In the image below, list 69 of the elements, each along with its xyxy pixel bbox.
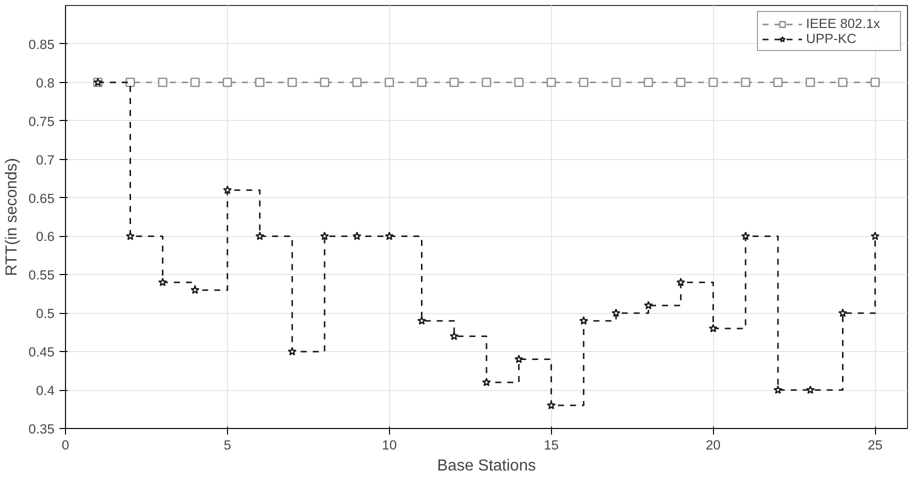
- y-tick-label: 0.5: [36, 306, 55, 322]
- point: [255, 232, 264, 240]
- x-tick-label: 20: [706, 438, 721, 452]
- y-tick-label: 0.65: [28, 190, 55, 206]
- point: [417, 316, 426, 325]
- point: [676, 278, 686, 286]
- point: [870, 78, 880, 88]
- point: [190, 78, 200, 88]
- point: [384, 78, 394, 88]
- point: [806, 385, 815, 394]
- y-tick-label: 0.8: [36, 75, 55, 90]
- point: [644, 78, 654, 88]
- point: [190, 285, 200, 294]
- point: [806, 78, 815, 88]
- x-tick-label: 15: [544, 438, 559, 452]
- point: [158, 78, 168, 88]
- point: [384, 232, 394, 240]
- legend-label: UPP-KC: [806, 31, 858, 46]
- point: [773, 78, 783, 88]
- point: [352, 78, 362, 88]
- point: [450, 332, 459, 340]
- point: [320, 232, 330, 240]
- legend-label: IEEE 802.1x: [806, 16, 882, 31]
- point: [774, 385, 782, 394]
- y-tick-label: 0.6: [36, 229, 55, 244]
- point: [740, 78, 750, 88]
- point: [449, 78, 459, 88]
- point: [579, 316, 588, 325]
- point: [126, 78, 135, 88]
- x-axis-title: Base Stations: [437, 458, 536, 474]
- point: [482, 378, 491, 386]
- point: [222, 185, 232, 194]
- x-tick-label: 10: [382, 438, 397, 452]
- point: [158, 278, 168, 286]
- point: [870, 232, 880, 240]
- point: [838, 78, 848, 88]
- point: [255, 78, 264, 88]
- y-axis-title: RTT(in seconds): [4, 158, 21, 276]
- x-tick-label: 25: [868, 438, 883, 452]
- point: [644, 300, 653, 310]
- point: [222, 78, 232, 88]
- point: [482, 78, 492, 88]
- point: [579, 78, 588, 88]
- y-tick-label: 0.7: [36, 152, 55, 168]
- point: [288, 346, 297, 356]
- y-tick-label: 0.35: [28, 422, 55, 436]
- y-tick-label: 0.85: [28, 36, 55, 52]
- point: [741, 232, 750, 240]
- point: [514, 78, 524, 88]
- point: [126, 232, 135, 240]
- point: [352, 232, 362, 240]
- point: [708, 78, 718, 88]
- point: [612, 308, 620, 318]
- point: [320, 78, 330, 88]
- y-tick-label: 0.4: [36, 383, 56, 398]
- y-tick-label: 0.45: [28, 344, 55, 360]
- x-tick-label: 0: [62, 438, 70, 452]
- point: [838, 308, 848, 318]
- point: [676, 78, 686, 88]
- y-tick-label: 0.75: [28, 114, 55, 129]
- point: [514, 354, 524, 364]
- x-tick-label: 5: [224, 438, 232, 452]
- point: [288, 78, 297, 88]
- y-tick-label: 0.55: [28, 268, 55, 283]
- point: [708, 324, 718, 332]
- point: [611, 78, 621, 88]
- point: [546, 400, 556, 410]
- point: [417, 78, 426, 88]
- point: [546, 78, 556, 88]
